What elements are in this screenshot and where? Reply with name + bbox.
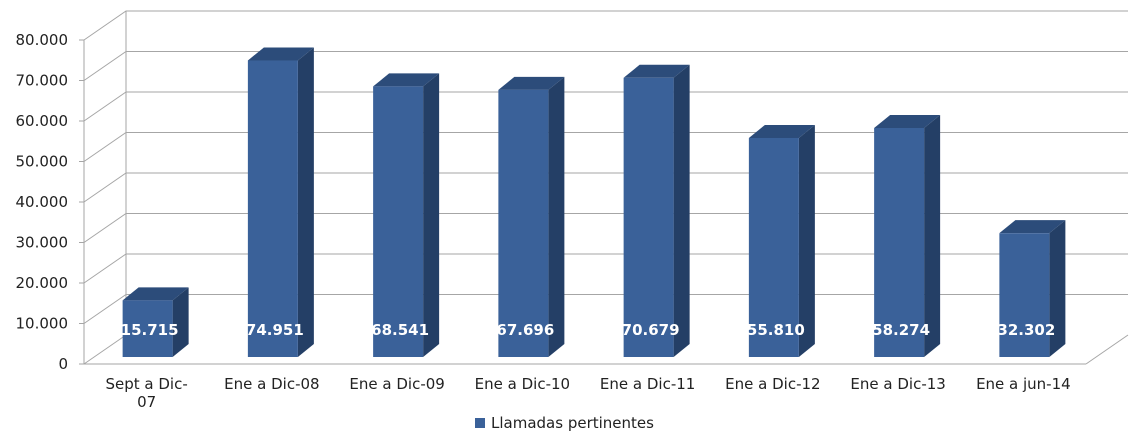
y-tick-label: 40.000 <box>16 193 69 211</box>
y-tick-label: 0 <box>58 355 68 373</box>
x-tick-label: Ene a Dic-10 <box>475 375 570 393</box>
bar: 58.274 <box>872 114 941 358</box>
y-axis: 0 10.000 20.000 30.000 40.000 50.000 60.000 70.… <box>16 31 84 373</box>
bar-side <box>423 73 440 358</box>
bar-front <box>623 77 674 357</box>
floor-edge <box>83 334 127 365</box>
bar-top <box>874 114 941 128</box>
bar-front <box>373 86 424 358</box>
bar-side <box>172 287 189 357</box>
bar-side <box>798 124 815 357</box>
gridline <box>83 51 1128 81</box>
x-tick-label: Ene a jun-14 <box>976 375 1071 393</box>
data-label: 68.541 <box>371 321 429 339</box>
data-label: 58.274 <box>872 321 930 339</box>
gridline <box>83 253 1128 284</box>
bar-front <box>999 233 1050 357</box>
gridline <box>83 172 1128 203</box>
x-tick-label: Ene a Dic-12 <box>725 375 820 393</box>
data-label: 70.679 <box>622 321 680 339</box>
bar-top <box>373 73 440 87</box>
bar-front <box>122 300 173 357</box>
y-tick-label: 30.000 <box>16 234 69 252</box>
bar: 74.951 <box>246 47 314 357</box>
bar-front <box>247 60 298 357</box>
x-tick-label: Ene a Dic-08 <box>224 375 319 393</box>
legend: Llamadas pertinentes <box>0 414 1129 432</box>
y-tick-label: 50.000 <box>16 153 69 171</box>
data-label: 55.810 <box>747 321 805 339</box>
bar-top <box>498 76 565 90</box>
bar-side <box>297 47 314 357</box>
gridline <box>83 10 1128 41</box>
gridline <box>83 213 1128 243</box>
gridline <box>83 294 1128 324</box>
bars: 15.715 74.951 68.541 67.696 70.679 55.810 58.2… <box>121 47 1066 358</box>
bar-top <box>122 287 189 301</box>
legend-swatch <box>475 418 486 428</box>
bar-front <box>874 127 925 358</box>
y-tick-label: 80.000 <box>16 31 69 49</box>
bar-top <box>748 124 815 138</box>
bar: 68.541 <box>371 73 440 358</box>
legend-label: Llamadas pertinentes <box>491 414 654 432</box>
bar: 67.696 <box>496 76 565 357</box>
x-axis: Sept a Dic-07 Ene a Dic-08 Ene a Dic-09 Ene… <box>105 375 1070 411</box>
chart-walls <box>83 10 1129 365</box>
data-label: 74.951 <box>246 321 304 339</box>
y-tick-label: 70.000 <box>16 72 69 90</box>
data-label: 67.696 <box>496 321 554 339</box>
y-tick-label: 60.000 <box>16 112 69 130</box>
gridline <box>83 132 1128 162</box>
bar: 70.679 <box>622 64 690 357</box>
data-label: 32.302 <box>997 321 1055 339</box>
x-tick-label: Ene a Dic-13 <box>850 375 945 393</box>
x-tick-label: Ene a Dic-09 <box>349 375 444 393</box>
x-tick-label: Sept a Dic-07 <box>105 375 187 411</box>
y-tick-label: 20.000 <box>16 274 69 292</box>
bar-side <box>1049 220 1066 357</box>
bar: 15.715 <box>121 287 189 357</box>
bar-side <box>924 114 941 358</box>
bar-side <box>548 76 565 357</box>
bar-side <box>673 64 690 357</box>
bar: 32.302 <box>997 220 1066 357</box>
floor-edge <box>1085 334 1129 365</box>
bar-top <box>247 47 314 61</box>
data-label: 15.715 <box>121 321 179 339</box>
y-tick-label: 10.000 <box>16 315 69 333</box>
bar-front <box>498 89 549 357</box>
bar-top <box>999 220 1066 234</box>
gridline <box>83 91 1128 122</box>
x-tick-label: Ene a Dic-11 <box>600 375 695 393</box>
bar-top <box>623 64 690 78</box>
bar: 55.810 <box>747 124 815 357</box>
bar-front <box>748 137 799 357</box>
